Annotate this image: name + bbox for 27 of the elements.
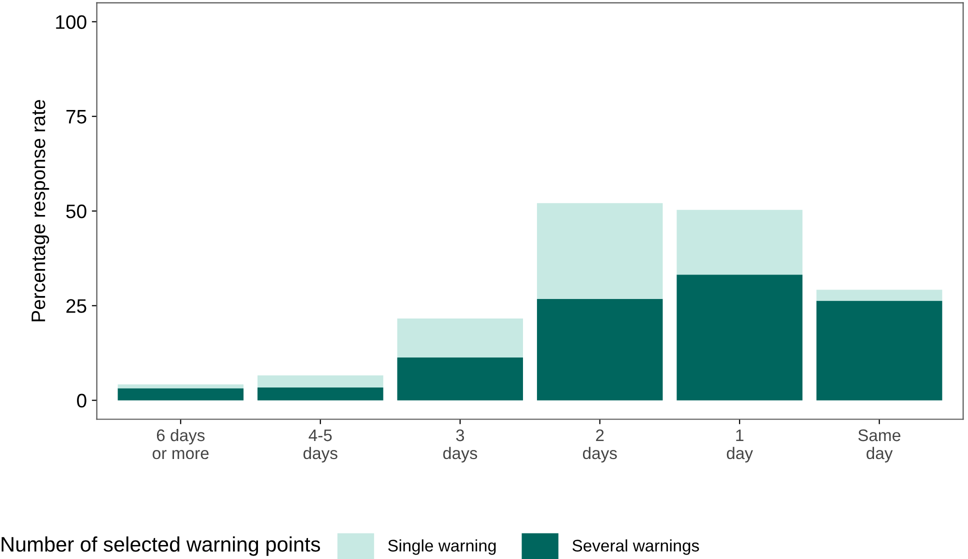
y-tick-label: 0 bbox=[77, 394, 86, 408]
bar bbox=[816, 300, 942, 400]
bar bbox=[816, 290, 942, 301]
x-tick-label: 3 days bbox=[443, 429, 478, 462]
y-tick-label: 100 bbox=[56, 15, 86, 29]
y-tick-label: 75 bbox=[66, 110, 86, 124]
x-tick-label: 1 day bbox=[726, 430, 753, 462]
bar bbox=[257, 387, 384, 400]
y-axis-title: Percentage response rate bbox=[32, 100, 50, 322]
y-tick-label: 25 bbox=[66, 299, 86, 313]
bar bbox=[257, 375, 384, 388]
x-tick-label: 6 days or more bbox=[152, 428, 209, 460]
bar bbox=[118, 388, 244, 400]
bar bbox=[676, 210, 802, 275]
bar bbox=[118, 384, 244, 388]
x-tick-label: 2 days bbox=[582, 429, 617, 462]
legend-label: Single warning bbox=[388, 539, 496, 555]
legend-title: Number of selected warning points bbox=[2, 536, 320, 556]
legend-label: Several warnings bbox=[572, 539, 699, 555]
bar bbox=[676, 274, 802, 400]
bar bbox=[536, 203, 663, 299]
x-tick-label: 4-5 days bbox=[303, 430, 338, 462]
y-tick-label: 50 bbox=[66, 204, 86, 218]
bar bbox=[536, 298, 663, 400]
x-tick-label: Same day bbox=[858, 429, 900, 462]
bar bbox=[397, 318, 523, 358]
bar bbox=[397, 358, 523, 400]
